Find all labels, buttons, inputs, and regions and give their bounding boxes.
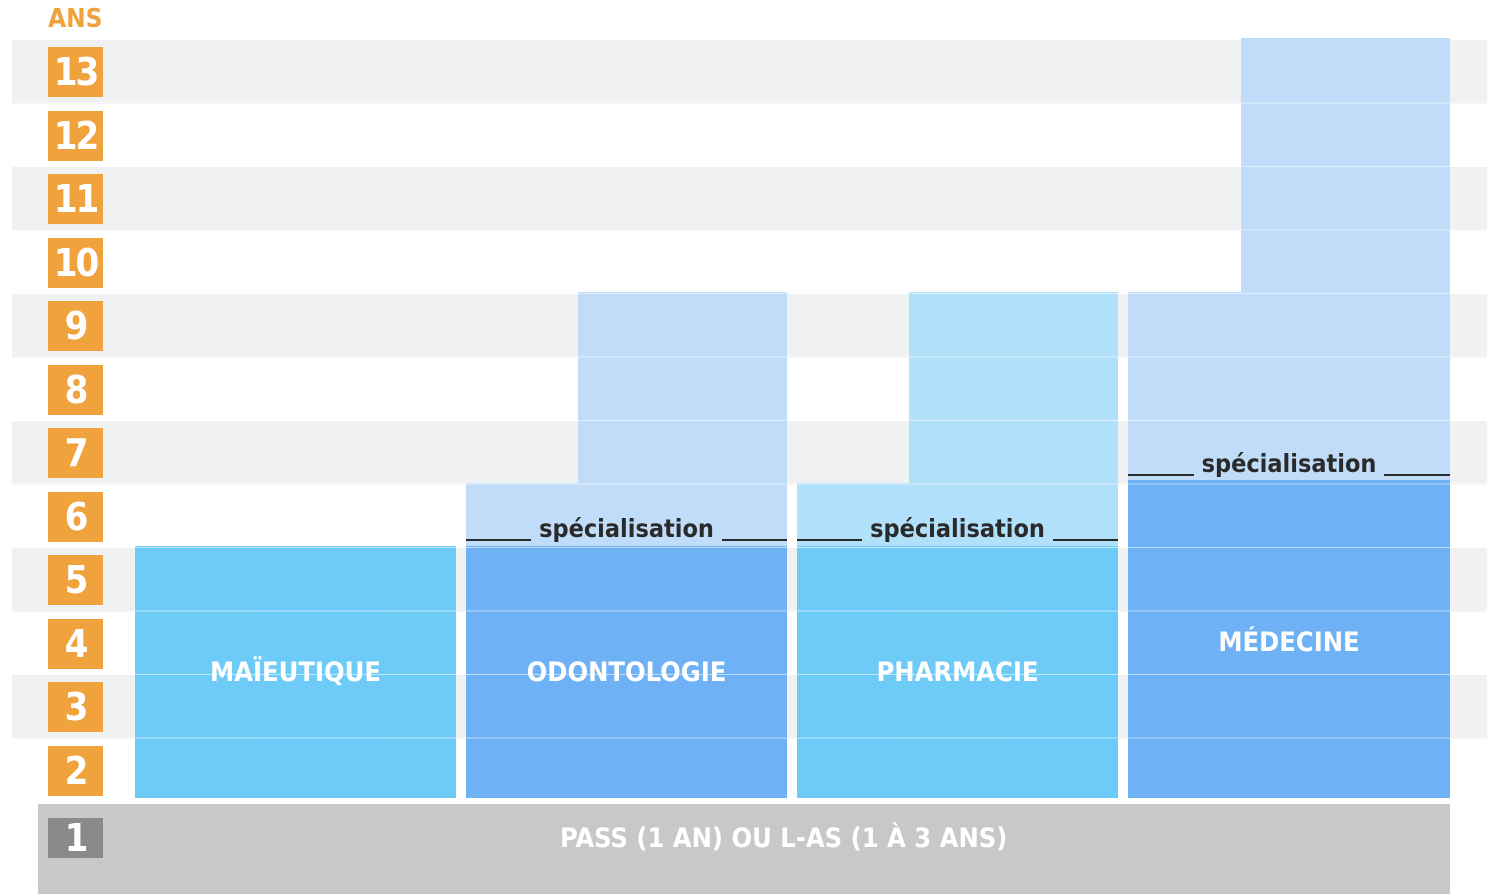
base-year: 1 <box>48 816 103 860</box>
rule <box>466 539 532 541</box>
column-label: ODONTOLOGIE <box>526 656 727 688</box>
column-label: PHARMACIE <box>876 656 1039 688</box>
year-badge: 3 <box>48 682 103 732</box>
year-badge: 12 <box>48 110 103 161</box>
spec-label: spécialisation <box>466 500 788 545</box>
year-badge: 5 <box>48 555 103 605</box>
year-badge: 6 <box>48 491 103 542</box>
rule <box>1384 474 1451 476</box>
odontologie-upper <box>578 292 787 483</box>
base-block <box>38 804 1450 894</box>
spec-label: spécialisation <box>1128 435 1451 480</box>
spec-text: spécialisation <box>870 514 1045 543</box>
rule <box>1128 474 1194 476</box>
column-label: MÉDECINE <box>1218 626 1360 658</box>
spec-text: spécialisation <box>539 514 714 543</box>
year-badge: 4 <box>48 618 103 669</box>
axis-label: ANS <box>48 4 103 34</box>
column-label: MAÏEUTIQUE <box>210 656 381 688</box>
year-badge: 7 <box>48 428 103 478</box>
year-badge: 8 <box>48 364 103 415</box>
rule <box>721 539 788 541</box>
year-badge: 9 <box>48 301 103 351</box>
spec-label: spécialisation <box>797 500 1119 545</box>
year-badge: 11 <box>48 174 103 224</box>
pharmacie-upper <box>909 292 1118 483</box>
base-label: PASS (1 AN) OU L-AS (1 À 3 ANS) <box>560 822 1008 854</box>
rule <box>1052 539 1119 541</box>
medecine-upper <box>1241 38 1450 292</box>
year-badge: 13 <box>48 47 103 97</box>
year-badge: 10 <box>48 237 103 288</box>
rule <box>797 539 863 541</box>
spec-text: spécialisation <box>1201 449 1377 478</box>
year-badge: 2 <box>48 745 103 796</box>
